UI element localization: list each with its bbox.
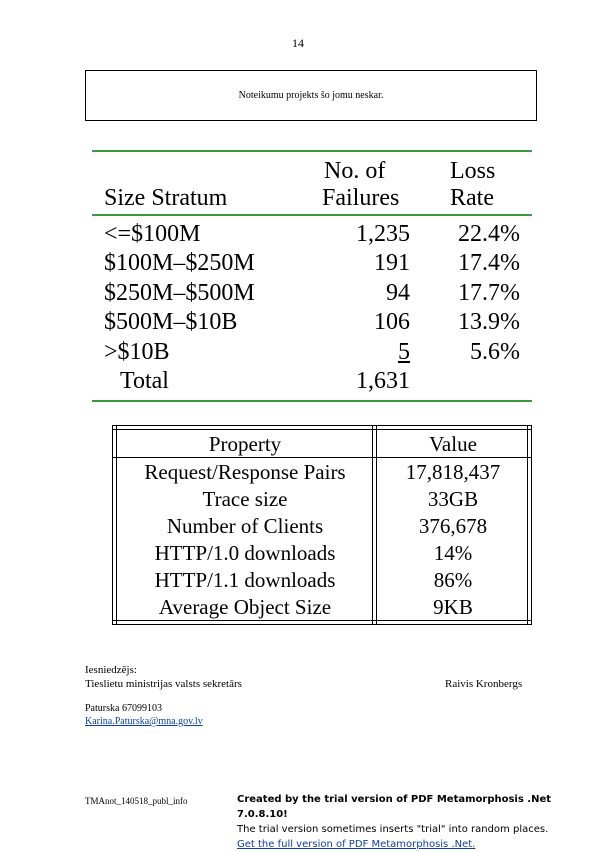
size-cell: $100M–$250M xyxy=(104,250,255,276)
property-cell: Average Object Size xyxy=(158,595,332,619)
note-box: Noteikumu projekts šo jomu neskar. xyxy=(85,70,537,121)
failures-cell: 94 xyxy=(386,280,410,306)
total-failures: 1,631 xyxy=(356,368,410,394)
loss-cell: 17.4% xyxy=(458,250,520,276)
value-cell: 33GB xyxy=(427,487,479,511)
header-failures-line1: No. of xyxy=(324,158,386,184)
property-cell: Number of Clients xyxy=(166,514,324,538)
table-rule-mid xyxy=(92,214,532,216)
table-row: HTTP/1.1 downloads 86% xyxy=(112,570,532,597)
property-cell: Request/Response Pairs xyxy=(144,460,346,484)
table-row: HTTP/1.0 downloads 14% xyxy=(112,543,532,570)
failures-cell: 106 xyxy=(374,309,410,335)
table-border-bottom xyxy=(112,624,532,625)
property-cell: Trace size xyxy=(202,487,288,511)
trial-line-2: The trial version sometimes inserts "tri… xyxy=(237,824,549,835)
failures-table: Size Stratum No. of Failures Loss Rate <… xyxy=(92,150,532,402)
size-cell: $250M–$500M xyxy=(104,280,255,306)
table-column-divider xyxy=(372,425,373,625)
value-cell: 376,678 xyxy=(418,514,488,538)
table-header-rule xyxy=(112,457,532,458)
page-number: 14 xyxy=(292,36,304,50)
value-cell: 17,818,437 xyxy=(405,460,501,484)
trial-line-1: Created by the trial version of PDF Meta… xyxy=(237,794,552,820)
signer-position: Tieslietu ministrijas valsts sekretārs xyxy=(85,678,242,690)
table-border-left xyxy=(112,425,113,625)
property-cell: HTTP/1.0 downloads xyxy=(154,541,336,565)
table-row: >$10B 5 5.6% xyxy=(92,340,532,368)
header-size-stratum: Size Stratum xyxy=(104,185,228,211)
contact-name-phone: Paturska 67099103 xyxy=(85,703,162,714)
size-cell: $500M–$10B xyxy=(104,309,238,335)
size-cell: <=$100M xyxy=(104,221,201,247)
file-id: TMAnot_140518_publ_info xyxy=(85,796,188,806)
note-text: Noteikumu projekts šo jomu neskar. xyxy=(238,90,384,101)
table-border-left-inner xyxy=(116,425,117,625)
table-row: Trace size 33GB xyxy=(112,489,532,516)
failures-cell: 5 xyxy=(398,339,410,365)
table-row: $250M–$500M 94 17.7% xyxy=(92,281,532,309)
failures-cell: 1,235 xyxy=(356,221,410,247)
table-rule-top xyxy=(92,150,532,152)
table-border-bottom-inner xyxy=(112,620,532,621)
size-cell: >$10B xyxy=(104,339,170,365)
loss-cell: 22.4% xyxy=(458,221,520,247)
table-border-right-inner xyxy=(527,425,528,625)
total-label: Total xyxy=(120,368,169,394)
table-row: Number of Clients 376,678 xyxy=(112,516,532,543)
signer-name: Raivis Kronbergs xyxy=(445,678,523,690)
table-border-top xyxy=(112,425,532,426)
submitted-label: Iesniedzējs: xyxy=(85,664,137,676)
value-cell: 9KB xyxy=(433,595,473,619)
loss-cell: 5.6% xyxy=(470,339,520,365)
trial-notice: Created by the trial version of PDF Meta… xyxy=(237,792,596,852)
table-row: <=$100M 1,235 22.4% xyxy=(92,222,532,250)
table-rule-bottom xyxy=(92,400,532,402)
table-border-top-inner xyxy=(112,429,532,430)
header-loss-line1: Loss xyxy=(450,158,496,184)
full-version-link[interactable]: Get the full version of PDF Metamorphosi… xyxy=(237,839,476,850)
total-row: Total 1,631 xyxy=(92,369,532,397)
properties-table: Property Value Request/Response Pairs 17… xyxy=(112,425,532,625)
table-row: $100M–$250M 191 17.4% xyxy=(92,251,532,279)
header-failures-line2: Failures xyxy=(322,185,400,211)
header-property: Property xyxy=(208,432,282,456)
header-value: Value xyxy=(429,432,477,456)
loss-cell: 13.9% xyxy=(458,309,520,335)
property-cell: HTTP/1.1 downloads xyxy=(154,568,336,592)
value-cell: 86% xyxy=(433,568,473,592)
loss-cell: 17.7% xyxy=(458,280,520,306)
value-cell: 14% xyxy=(433,541,473,565)
header-loss-line2: Rate xyxy=(450,185,494,211)
failures-cell: 191 xyxy=(374,250,410,276)
table-border-right xyxy=(531,425,532,625)
table-column-divider-inner xyxy=(376,425,377,625)
table-row: Average Object Size 9KB xyxy=(112,597,532,624)
table-header-row: Property Value xyxy=(112,434,532,461)
table-row: Request/Response Pairs 17,818,437 xyxy=(112,462,532,489)
contact-email-link[interactable]: Karina.Paturska@mna.gov.lv xyxy=(85,716,203,727)
table-row: $500M–$10B 106 13.9% xyxy=(92,310,532,338)
